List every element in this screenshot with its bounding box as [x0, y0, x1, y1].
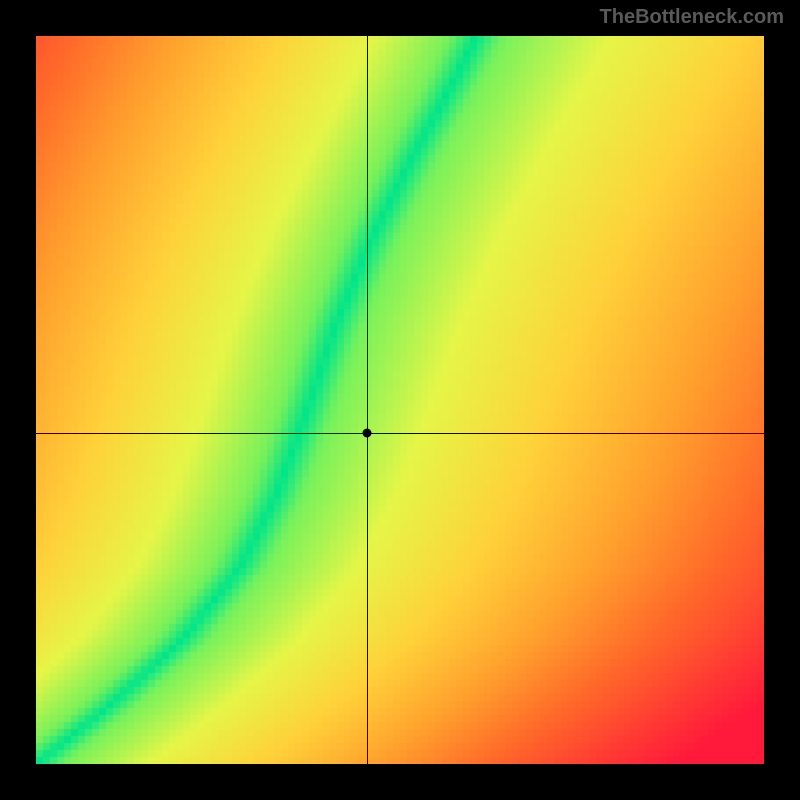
crosshair-horizontal: [36, 433, 764, 434]
plot-area: [36, 36, 764, 764]
watermark-text: TheBottleneck.com: [600, 6, 784, 29]
crosshair-vertical: [367, 36, 368, 764]
crosshair-marker: [363, 428, 372, 437]
heatmap-canvas: [36, 36, 764, 764]
